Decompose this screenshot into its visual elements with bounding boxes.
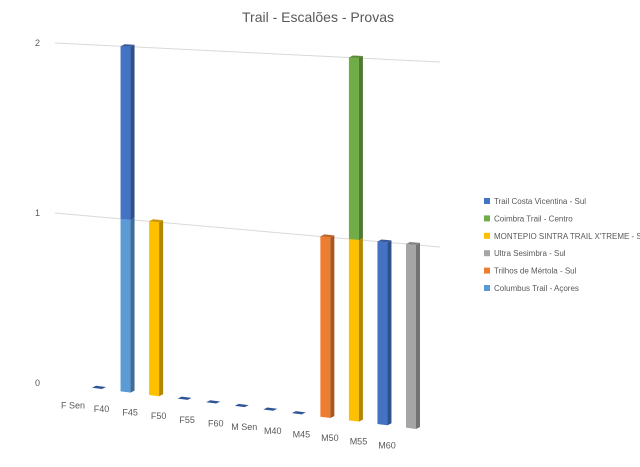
bar-segment xyxy=(149,219,164,397)
legend-swatch xyxy=(484,198,490,204)
legend-label: Coimbra Trail - Centro xyxy=(494,214,573,223)
bar-segment xyxy=(348,236,363,422)
legend-swatch xyxy=(484,285,490,291)
bars xyxy=(92,44,420,429)
bar-zero-marker xyxy=(291,411,306,415)
x-tick-label: M40 xyxy=(264,426,282,436)
legend-label: Trilhos de Mértola - Sul xyxy=(494,267,577,276)
bar-segment xyxy=(120,216,135,393)
x-tick-label: F45 xyxy=(122,408,138,418)
legend: Trail Costa Vicentina - Sul Coimbra Trail… xyxy=(484,197,640,293)
bar-zero-marker xyxy=(234,403,249,408)
gridline xyxy=(54,42,441,63)
legend-swatch xyxy=(484,215,490,222)
x-tick-label: F60 xyxy=(208,419,224,429)
bar-zero-marker xyxy=(177,396,192,400)
legend-item: MONTEPIO SINTRA TRAIL X'TREME - Sul xyxy=(484,232,640,241)
legend-item: Columbus Trail - Açores xyxy=(484,284,579,293)
chart-title: Trail - Escalões - Provas xyxy=(242,9,394,25)
x-tick-label: F50 xyxy=(151,411,167,421)
y-axis-ticks: 0 1 2 xyxy=(35,38,40,388)
legend-item: Trilhos de Mértola - Sul xyxy=(484,267,577,276)
bar-segment xyxy=(320,234,335,419)
y-tick-label: 2 xyxy=(35,38,40,48)
legend-label: Ultra Sesimbra - Sul xyxy=(494,249,566,258)
x-tick-label: M Sen xyxy=(231,422,257,432)
legend-item: Coimbra Trail - Centro xyxy=(484,214,573,223)
legend-swatch xyxy=(484,232,490,239)
bar-zero-marker xyxy=(206,400,221,404)
y-tick-label: 1 xyxy=(35,208,40,218)
bar-segment xyxy=(377,239,392,426)
gridlines xyxy=(54,42,441,248)
gridline xyxy=(54,212,441,248)
bar-zero-marker xyxy=(92,385,106,389)
x-tick-label: F40 xyxy=(94,404,110,414)
legend-swatch xyxy=(484,250,490,257)
x-tick-label: F Sen xyxy=(61,400,85,410)
x-axis-ticks: F Sen F40 F45 F50 F55 F60 M Sen M40 M45 M50 M55 M60 xyxy=(61,400,396,450)
y-tick-label: 0 xyxy=(35,378,40,388)
x-tick-label: M60 xyxy=(378,440,396,450)
x-tick-label: F55 xyxy=(179,415,195,425)
legend-label: Columbus Trail - Açores xyxy=(494,284,579,293)
bar-segment xyxy=(120,44,135,220)
x-tick-label: M50 xyxy=(321,433,339,443)
legend-item: Trail Costa Vicentina - Sul xyxy=(484,197,586,206)
legend-label: Trail Costa Vicentina - Sul xyxy=(494,197,586,206)
x-tick-label: M45 xyxy=(293,429,311,439)
legend-swatch xyxy=(484,267,490,274)
x-tick-label: M55 xyxy=(350,437,368,447)
bar-segment xyxy=(348,55,363,240)
bar-zero-marker xyxy=(263,407,278,411)
legend-item: Ultra Sesimbra - Sul xyxy=(484,249,566,258)
legend-label: MONTEPIO SINTRA TRAIL X'TREME - Sul xyxy=(494,232,640,241)
bar-segment xyxy=(406,241,420,429)
